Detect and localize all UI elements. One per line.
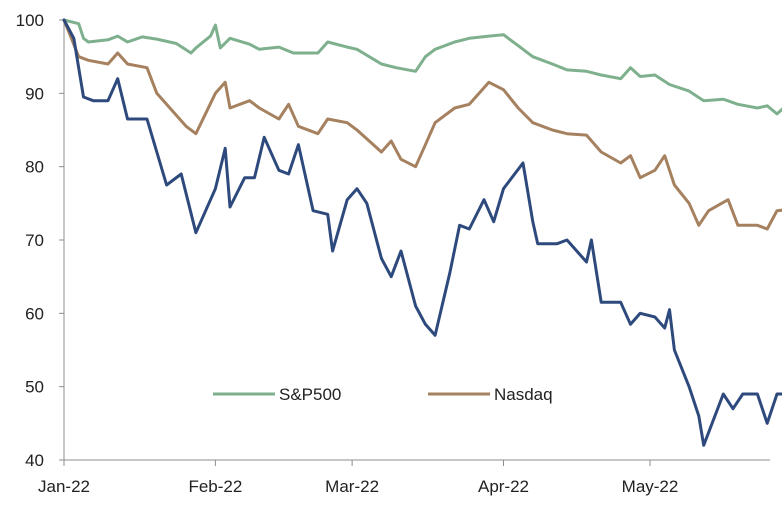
y-tick-label: 80 — [25, 158, 44, 177]
legend: S&P500 Nasdaq — [213, 385, 553, 404]
series-line-nasdaq — [62, 18, 782, 231]
x-tick-label: May-22 — [622, 477, 679, 496]
y-tick-label: 90 — [25, 84, 44, 103]
x-tick-label: Feb-22 — [188, 477, 242, 496]
y-tick-label: 40 — [25, 451, 44, 470]
legend-label: S&P500 — [279, 385, 341, 404]
x-tick-label: Apr-22 — [478, 477, 529, 496]
x-tick-label: Jan-22 — [38, 477, 90, 496]
y-tick-label: 70 — [25, 231, 44, 250]
y-tick-label: 100 — [16, 11, 44, 30]
series-line-unlabeled — [62, 18, 782, 447]
axes: 40 50 60 70 80 90 100 Jan-22 Feb-22 Mar-22 Apr-22 M… — [16, 11, 770, 496]
series-lines — [62, 18, 782, 447]
y-tick-label: 60 — [25, 304, 44, 323]
legend-label: Nasdaq — [494, 385, 553, 404]
series-line-s-p500 — [62, 18, 782, 116]
y-tick-label: 50 — [25, 378, 44, 397]
x-tick-label: Mar-22 — [325, 477, 379, 496]
